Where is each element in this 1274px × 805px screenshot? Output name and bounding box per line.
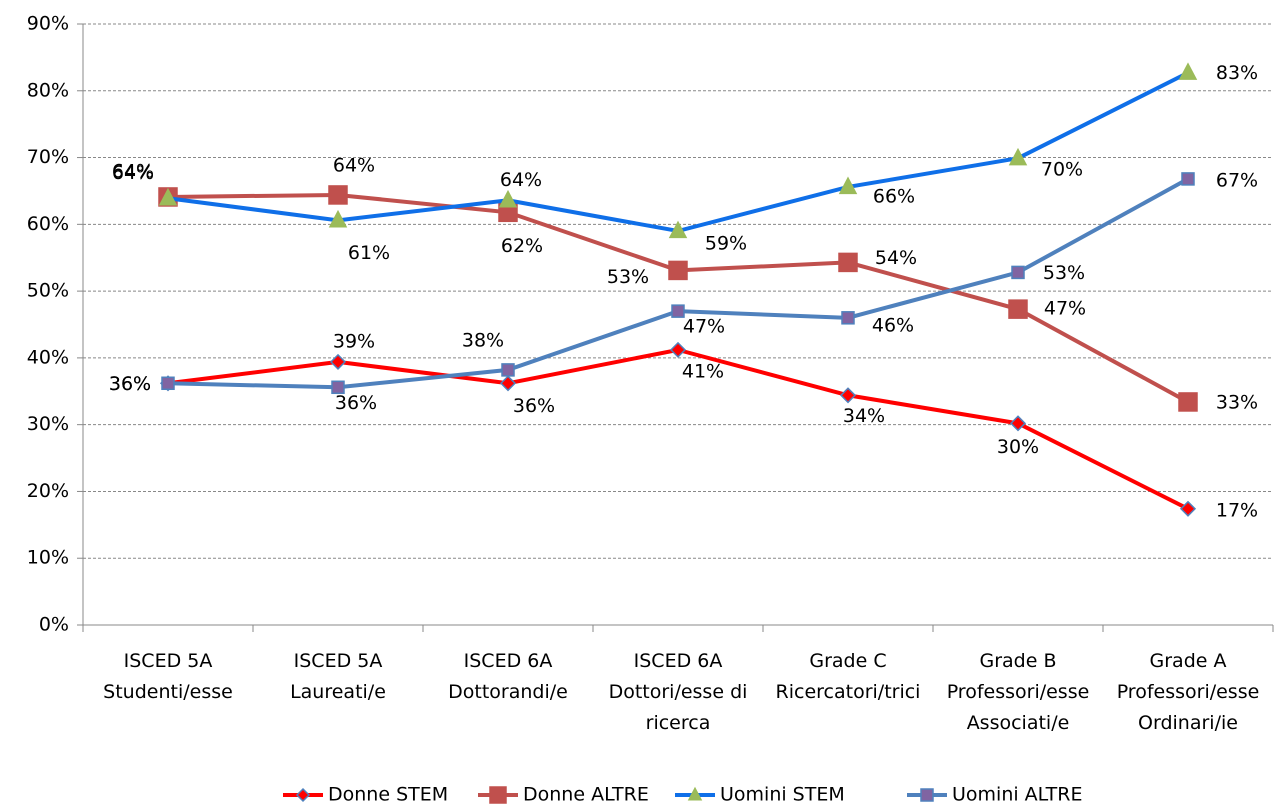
marker: [838, 176, 858, 195]
marker: [329, 353, 347, 370]
data-label: 39%: [333, 330, 375, 352]
legend-item: Uomini ALTRE: [907, 784, 1082, 805]
data-label: 41%: [682, 360, 724, 382]
data-label: 30%: [997, 436, 1039, 458]
data-label: 47%: [1044, 298, 1086, 320]
y-tick-label: 40%: [27, 346, 69, 368]
data-label: 17%: [1216, 499, 1258, 521]
y-tick-label: 20%: [27, 480, 69, 502]
legend-label: Uomini STEM: [720, 784, 845, 805]
data-label: 36%: [335, 392, 377, 414]
data-label: 34%: [843, 405, 885, 427]
y-tick-label: 30%: [27, 413, 69, 435]
data-label: 53%: [1043, 262, 1085, 284]
data-label: 64%: [500, 169, 542, 191]
series-line: [167, 347, 1189, 511]
data-label: 54%: [875, 247, 917, 269]
marker: [1008, 147, 1028, 166]
x-tick-label: Grade A Professori/esse Ordinari/ie: [1117, 650, 1260, 734]
legend-item: Donne STEM: [283, 784, 448, 805]
marker: [1178, 62, 1198, 80]
data-label: 36%: [109, 373, 151, 395]
marker: [1008, 299, 1028, 319]
marker: [669, 341, 687, 358]
data-label: 62%: [501, 235, 543, 257]
data-label: 66%: [873, 185, 915, 207]
data-label: 61%: [348, 242, 390, 264]
data-label: 53%: [607, 266, 649, 288]
legend-item: Donne ALTRE: [478, 784, 649, 805]
marker: [668, 220, 688, 239]
legend-marker: [687, 786, 703, 801]
marker: [161, 376, 175, 391]
y-tick-label: 80%: [27, 79, 69, 101]
y-tick-label: 0%: [39, 614, 69, 636]
marker: [498, 189, 518, 208]
y-tick-label: 50%: [27, 280, 69, 302]
marker: [1181, 172, 1195, 186]
marker: [841, 311, 855, 325]
x-tick-label: ISCED 5A Studenti/esse: [103, 650, 233, 703]
marker: [1179, 500, 1197, 517]
y-tick-label: 60%: [27, 213, 69, 235]
marker: [671, 304, 685, 318]
x-tick-label: Grade B Professori/esse Associati/e: [947, 650, 1090, 734]
data-label: 64%: [112, 160, 154, 182]
marker: [1178, 392, 1198, 412]
legend-label: Donne ALTRE: [523, 784, 649, 805]
data-label: 59%: [705, 233, 747, 255]
data-label: 36%: [513, 395, 555, 417]
legend-item: Uomini STEM: [675, 784, 845, 805]
data-label: 70%: [1041, 159, 1083, 181]
legend-marker: [920, 788, 934, 802]
data-label: 46%: [872, 314, 914, 336]
legend-label: Uomini ALTRE: [952, 784, 1082, 805]
y-tick-label: 70%: [27, 146, 69, 168]
x-tick-label: Grade C Ricercatori/trici: [776, 650, 921, 703]
marker: [328, 185, 348, 205]
marker: [158, 187, 178, 206]
marker: [328, 209, 348, 228]
x-tick-label: ISCED 5A Laureati/e: [290, 650, 386, 703]
legend-marker: [295, 787, 311, 803]
data-label: 36%: [109, 373, 151, 395]
y-tick-label: 10%: [27, 547, 69, 569]
marker: [331, 380, 345, 395]
legend-marker: [489, 786, 507, 804]
data-label: 47%: [683, 316, 725, 338]
marker: [1009, 415, 1027, 432]
x-tick-label: ISCED 6A Dottorandi/e: [448, 650, 568, 703]
data-label: 67%: [1216, 169, 1258, 191]
data-label: 64%: [112, 162, 154, 184]
series-line: [167, 70, 1189, 234]
data-label: 64%: [333, 154, 375, 176]
data-label: 83%: [1216, 62, 1258, 84]
marker: [501, 363, 515, 377]
marker: [1011, 265, 1025, 280]
x-tick-label: ISCED 6A Dottori/esse di ricerca: [609, 650, 748, 734]
y-tick-label: 90%: [27, 13, 69, 35]
marker: [839, 387, 857, 404]
marker: [499, 375, 517, 392]
data-label: 33%: [1216, 391, 1258, 413]
legend-label: Donne STEM: [328, 784, 448, 805]
marker: [668, 260, 688, 281]
marker: [838, 252, 858, 273]
data-label: 38%: [462, 329, 504, 351]
